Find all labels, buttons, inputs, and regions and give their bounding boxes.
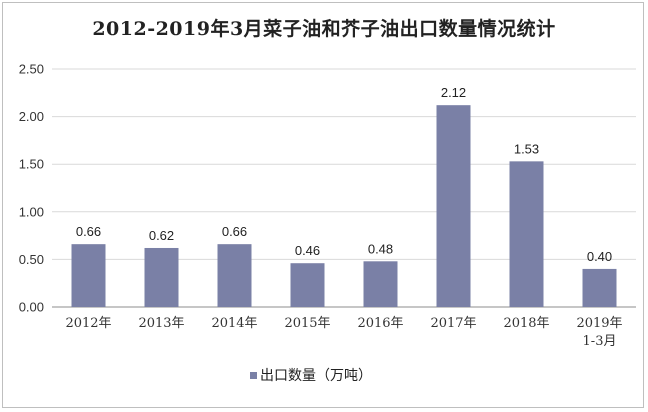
bar — [582, 268, 617, 307]
bar — [509, 161, 544, 307]
y-tick-label: 1.00 — [19, 204, 44, 219]
x-tick-label: 2014年 — [211, 316, 257, 331]
data-labels: 0.66 0.62 0.66 0.46 0.48 2.12 1.53 0.40 — [76, 85, 612, 264]
data-label: 0.46 — [295, 243, 320, 258]
x-tick-label: 2018年 — [503, 316, 549, 331]
bar — [436, 105, 471, 308]
y-axis-ticks: 0.00 0.50 1.00 1.50 2.00 2.50 — [19, 62, 44, 315]
data-label: 0.62 — [149, 228, 174, 243]
x-axis-ticks: 2012年 2013年 2014年 2015年 2016年 2017年 2018年 2019年… — [65, 316, 622, 349]
x-tick-label: 2015年 — [284, 316, 330, 331]
bar — [144, 247, 179, 307]
legend-label: 出口数量（万吨） — [260, 368, 372, 384]
data-label: 0.48 — [368, 241, 393, 256]
bar — [217, 244, 252, 307]
x-tick-label: 2016年 — [357, 316, 403, 331]
bar — [290, 263, 325, 307]
y-tick-label: 0.50 — [19, 252, 44, 267]
data-label: 1.53 — [514, 141, 539, 156]
x-tick-label: 2019年 1-3月 — [576, 316, 622, 349]
grid-lines — [52, 68, 636, 308]
x-tick-label: 2017年 — [430, 316, 476, 331]
x-tick-label: 2013年 — [138, 316, 184, 331]
data-label: 0.66 — [76, 224, 101, 239]
bar — [363, 261, 398, 307]
data-label: 0.66 — [222, 224, 247, 239]
y-tick-label: 0.00 — [19, 300, 44, 315]
data-label: 2.12 — [441, 85, 466, 100]
y-tick-label: 1.50 — [19, 157, 44, 172]
y-tick-label: 2.00 — [19, 109, 44, 124]
data-label: 0.40 — [587, 249, 612, 264]
chart-title: 2012-2019年3月菜子油和芥子油出口数量情况统计 — [92, 18, 556, 40]
bar — [71, 244, 106, 307]
legend-swatch — [250, 372, 257, 379]
legend: 出口数量（万吨） — [250, 368, 372, 384]
y-tick-label: 2.50 — [19, 62, 44, 77]
bars — [71, 105, 617, 308]
x-tick-label: 2012年 — [65, 316, 111, 331]
